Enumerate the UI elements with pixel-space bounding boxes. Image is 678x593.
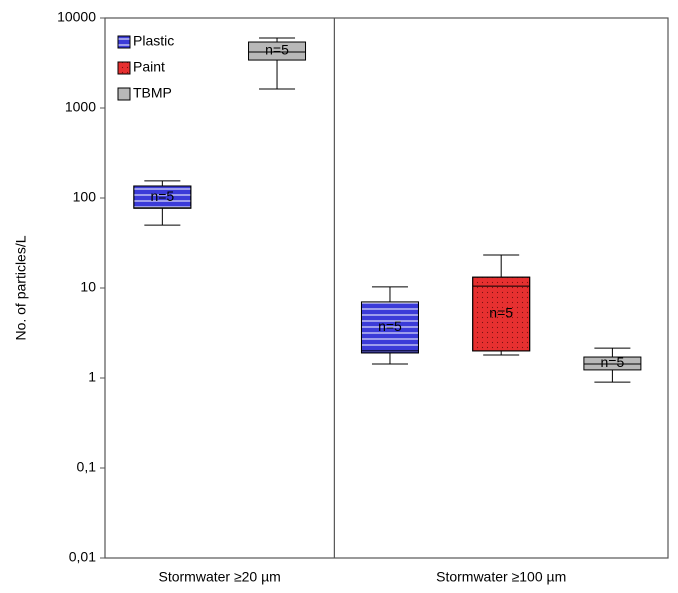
legend-pattern xyxy=(117,61,131,75)
legend-swatch xyxy=(117,87,131,101)
legend-label: Paint xyxy=(133,59,165,75)
y-tick-label: 100 xyxy=(73,189,97,205)
x-tick-label: Stormwater ≥100 µm xyxy=(436,569,566,585)
y-tick-label: 10 xyxy=(80,279,96,295)
y-tick-label: 10000 xyxy=(57,9,96,25)
box xyxy=(248,41,307,61)
box-pattern xyxy=(360,301,419,354)
y-axis-label: No. of particles/L xyxy=(13,235,29,340)
box-pattern xyxy=(472,276,531,352)
box-label: n=5 xyxy=(489,305,513,321)
y-tick-label: 0,1 xyxy=(77,459,97,475)
box-label: n=5 xyxy=(265,42,289,58)
y-tick-label: 1 xyxy=(88,369,96,385)
legend-pattern xyxy=(117,35,131,49)
box-label: n=5 xyxy=(378,318,402,334)
box xyxy=(583,356,642,371)
box-pattern xyxy=(133,185,192,209)
y-tick-label: 0,01 xyxy=(69,549,96,565)
box-label: n=5 xyxy=(150,188,174,204)
x-tick-label: Stormwater ≥20 µm xyxy=(159,569,281,585)
legend-label: Plastic xyxy=(133,33,174,49)
plot-frame xyxy=(104,17,669,559)
y-tick-label: 1000 xyxy=(65,99,96,115)
box-label: n=5 xyxy=(601,354,625,370)
legend-label: TBMP xyxy=(133,85,172,101)
